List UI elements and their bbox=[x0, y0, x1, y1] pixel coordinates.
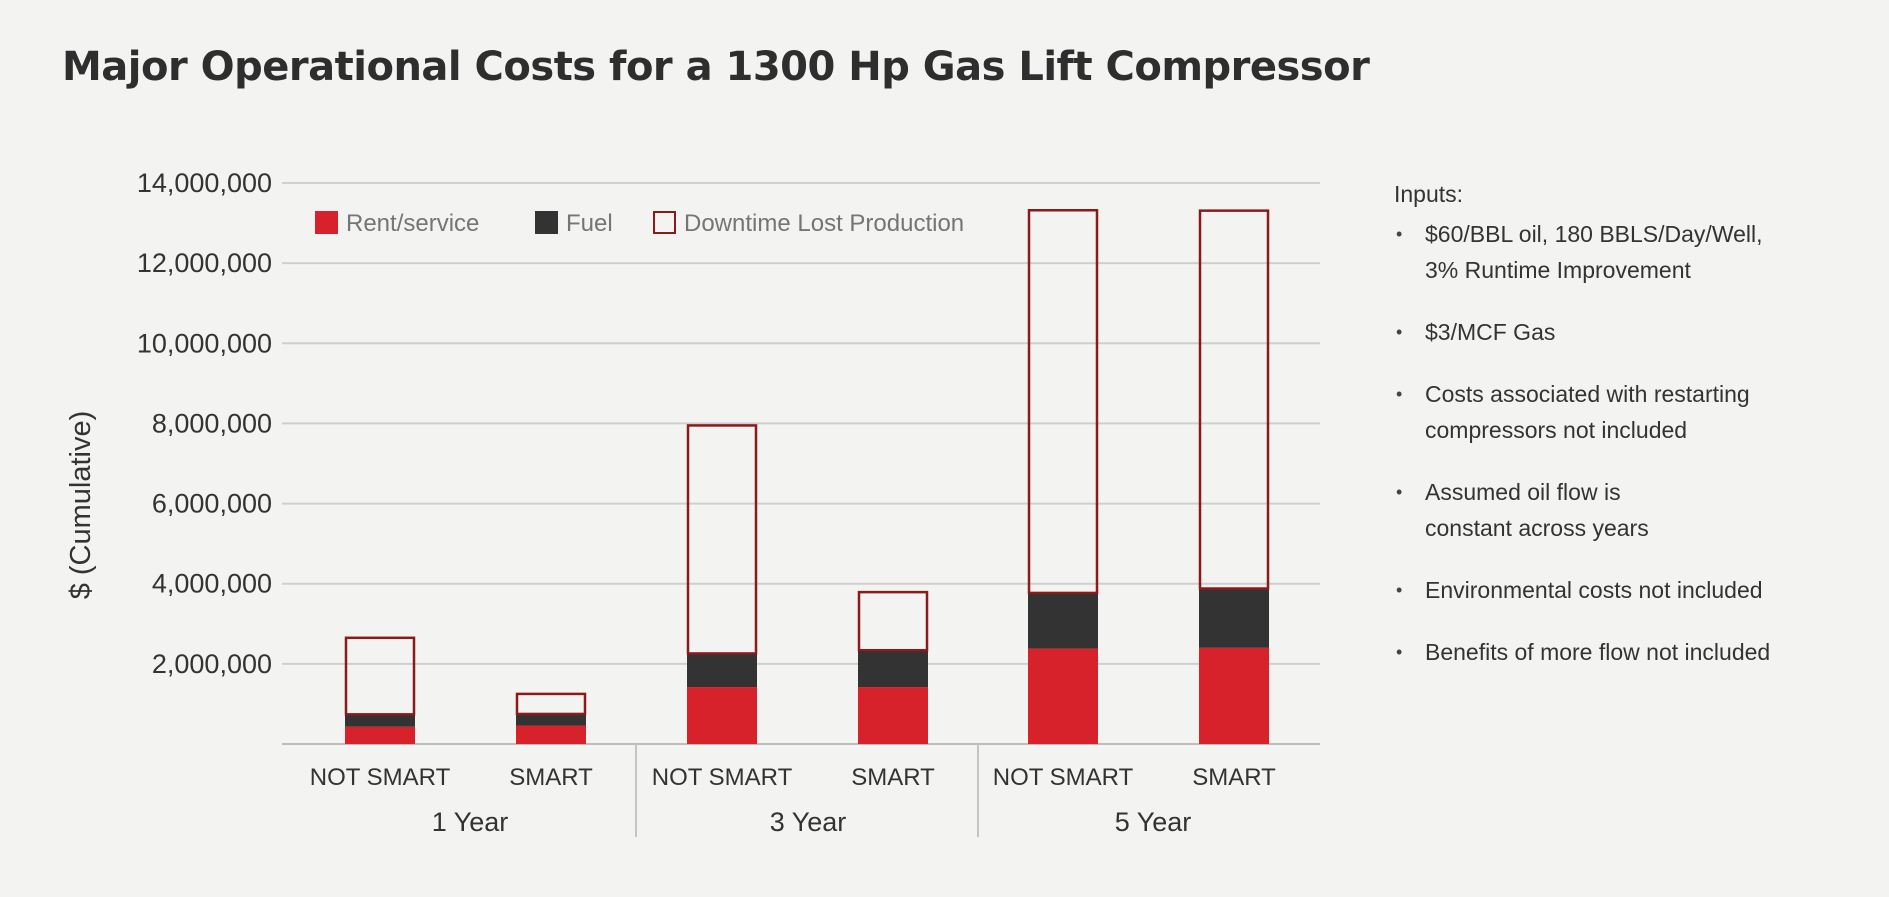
bar-rent-service bbox=[687, 687, 757, 744]
input-item-line: Costs associated with restarting bbox=[1425, 381, 1750, 407]
legend-label: Downtime Lost Production bbox=[684, 210, 964, 237]
legend-swatch bbox=[653, 211, 676, 234]
bar-downtime-lost-production bbox=[344, 636, 416, 716]
input-item: Costs associated with restarting compress… bbox=[1394, 376, 1864, 448]
group-label: 3 Year bbox=[770, 807, 847, 837]
x-tick-label: SMART bbox=[509, 764, 593, 791]
bar-fuel bbox=[1199, 588, 1269, 648]
chart-title: Major Operational Costs for a 1300 Hp Ga… bbox=[62, 44, 1370, 90]
group-label: 5 Year bbox=[1115, 807, 1192, 837]
bar-fuel bbox=[516, 713, 586, 726]
input-item: $60/BBL oil, 180 BBLS/Day/Well, 3% Runtim… bbox=[1394, 216, 1864, 288]
bar-downtime-lost-production bbox=[1198, 209, 1270, 590]
bar-rent-service bbox=[858, 687, 928, 744]
bar-rent-service bbox=[1028, 648, 1098, 744]
input-item-line: Environmental costs not included bbox=[1425, 577, 1763, 603]
legend-swatch bbox=[535, 211, 558, 234]
y-tick-label: 2,000,000 bbox=[152, 649, 272, 679]
bar-downtime-lost-production bbox=[1027, 208, 1099, 595]
input-item-line: 3% Runtime Improvement bbox=[1425, 257, 1691, 283]
input-item: Assumed oil flow is constant across years bbox=[1394, 474, 1864, 546]
bar-downtime-lost-production bbox=[515, 692, 587, 716]
legend-label: Rent/service bbox=[346, 210, 479, 237]
bar-rent-service bbox=[345, 726, 415, 744]
x-tick-label: SMART bbox=[1192, 764, 1276, 791]
y-tick-label: 4,000,000 bbox=[152, 569, 272, 599]
bar-fuel bbox=[345, 714, 415, 727]
group-label: 1 Year bbox=[432, 807, 509, 837]
y-tick-label: 14,000,000 bbox=[137, 168, 272, 198]
bar-fuel bbox=[687, 653, 757, 688]
inputs-heading: Inputs: bbox=[1394, 181, 1464, 207]
input-item-line: Benefits of more flow not included bbox=[1425, 639, 1771, 665]
y-tick-label: 12,000,000 bbox=[137, 248, 272, 278]
input-item: $3/MCF Gas bbox=[1394, 314, 1864, 350]
bar-fuel bbox=[1028, 592, 1098, 649]
x-tick-label: NOT SMART bbox=[310, 764, 451, 791]
inputs-panel: Inputs: $60/BBL oil, 180 BBLS/Day/Well, 3… bbox=[1394, 176, 1864, 696]
x-tick-label: NOT SMART bbox=[652, 764, 793, 791]
input-item-line: Assumed oil flow is bbox=[1425, 479, 1621, 505]
bar-rent-service bbox=[516, 725, 586, 744]
legend-label: Fuel bbox=[566, 210, 613, 237]
input-item: Environmental costs not included bbox=[1394, 572, 1864, 608]
y-tick-label: 10,000,000 bbox=[137, 328, 272, 358]
legend-swatch bbox=[315, 211, 338, 234]
y-tick-label: 8,000,000 bbox=[152, 408, 272, 438]
input-item-line: $3/MCF Gas bbox=[1425, 319, 1556, 345]
bar-downtime-lost-production bbox=[857, 590, 929, 652]
input-item-line: $60/BBL oil, 180 BBLS/Day/Well, bbox=[1425, 221, 1763, 247]
input-item: Benefits of more flow not included bbox=[1394, 634, 1864, 670]
bar-downtime-lost-production bbox=[686, 424, 758, 655]
input-item-line: constant across years bbox=[1425, 515, 1649, 541]
x-tick-label: NOT SMART bbox=[993, 764, 1134, 791]
bar-rent-service bbox=[1199, 647, 1269, 744]
y-tick-label: 6,000,000 bbox=[152, 489, 272, 519]
input-item-line: compressors not included bbox=[1425, 417, 1688, 443]
y-axis-label: $ (Cumulative) bbox=[65, 411, 97, 600]
bar-fuel bbox=[858, 650, 928, 688]
x-tick-label: SMART bbox=[851, 764, 935, 791]
inputs-list: $60/BBL oil, 180 BBLS/Day/Well, 3% Runtim… bbox=[1394, 216, 1864, 670]
